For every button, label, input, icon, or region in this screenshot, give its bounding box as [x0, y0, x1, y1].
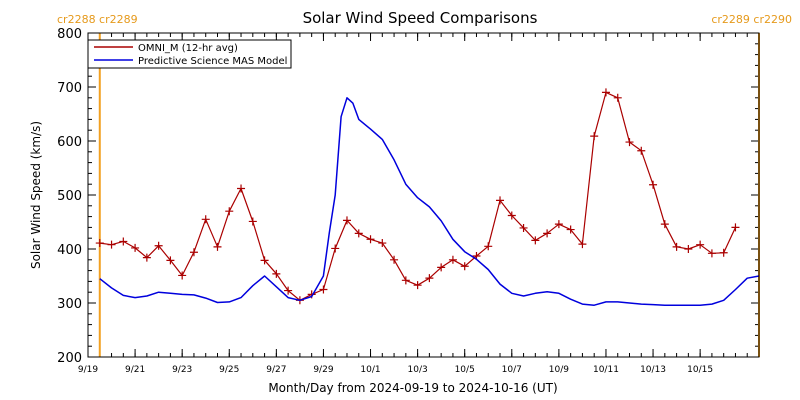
data-point-omni	[178, 271, 187, 280]
data-point-omni	[684, 245, 693, 253]
y-tick-label: 800	[57, 27, 82, 42]
data-point-omni	[107, 240, 116, 249]
data-point-omni	[213, 242, 222, 251]
chart-title: Solar Wind Speed Comparisons	[303, 9, 538, 27]
data-point-omni	[460, 262, 469, 271]
data-point-omni	[625, 138, 634, 147]
x-tick-label: 10/15	[687, 365, 713, 375]
data-point-omni	[531, 236, 540, 245]
data-point-omni	[237, 184, 246, 193]
y-tick-label: 500	[57, 189, 82, 204]
x-tick-label: 10/5	[455, 365, 475, 375]
data-point-omni	[601, 88, 610, 97]
x-tick-label: 9/21	[125, 365, 145, 375]
data-point-omni	[119, 237, 128, 246]
data-point-omni	[696, 240, 705, 249]
x-tick-label: 9/27	[266, 365, 286, 375]
data-point-omni	[448, 255, 457, 264]
x-tick-label: 9/25	[219, 365, 239, 375]
data-point-omni	[284, 286, 293, 295]
data-point-omni	[354, 229, 363, 238]
data-point-omni	[543, 229, 552, 238]
data-point-omni	[154, 241, 163, 250]
data-point-omni	[484, 242, 493, 251]
series-layer	[95, 88, 760, 306]
x-tick-label: 10/11	[593, 365, 619, 375]
data-point-omni	[649, 180, 658, 189]
data-point-omni	[272, 269, 281, 278]
y-tick-label: 700	[57, 81, 82, 96]
y-tick-label: 400	[57, 243, 82, 258]
data-point-omni	[519, 223, 528, 232]
y-axis-label: Solar Wind Speed (km/s)	[29, 121, 43, 269]
series-line-model	[99, 97, 760, 306]
data-point-omni	[319, 285, 328, 294]
data-point-omni	[707, 249, 716, 258]
x-tick-label: 10/9	[549, 365, 569, 375]
axis-ticks: 200 300 400 500 600 700 800 9/19 9/21 9/23 9/25 9/2…	[57, 27, 760, 375]
data-point-omni	[554, 220, 563, 229]
x-tick-label: 10/7	[502, 365, 522, 375]
x-tick-label: 9/19	[78, 365, 98, 375]
data-point-omni	[166, 256, 175, 265]
carrington-rotation-label: cr2289 cr2290	[711, 13, 792, 26]
x-tick-label: 10/3	[408, 365, 428, 375]
data-point-omni	[566, 225, 575, 234]
data-point-omni	[660, 220, 669, 229]
data-point-omni	[731, 223, 740, 232]
data-point-omni	[378, 239, 387, 248]
data-point-omni	[590, 132, 599, 141]
legend-label-model: Predictive Science MAS Model	[138, 56, 287, 67]
y-tick-label: 600	[57, 135, 82, 150]
y-tick-label: 300	[57, 297, 82, 312]
legend-label-omni: OMNI_M (12-hr avg)	[138, 43, 238, 54]
plot-frame	[87, 32, 760, 358]
data-point-omni	[672, 242, 681, 251]
data-point-omni	[260, 256, 269, 265]
x-axis-label: Month/Day from 2024-09-19 to 2024-10-16 …	[268, 381, 557, 395]
data-point-omni	[248, 217, 257, 226]
data-point-omni	[578, 240, 587, 249]
data-point-omni	[189, 248, 198, 257]
data-point-omni	[425, 274, 434, 283]
x-tick-label: 9/23	[172, 365, 192, 375]
data-point-omni	[390, 255, 399, 264]
data-point-omni	[637, 146, 646, 155]
data-point-omni	[95, 239, 104, 248]
x-tick-label: 10/1	[360, 365, 380, 375]
data-point-omni	[331, 244, 340, 253]
legend: OMNI_M (12-hr avg) Predictive Science MA…	[87, 39, 292, 69]
carrington-rotation-label: cr2288 cr2289	[57, 13, 138, 26]
data-point-omni	[613, 93, 622, 102]
data-point-omni	[507, 211, 516, 220]
data-point-omni	[225, 207, 234, 216]
data-point-omni	[142, 253, 151, 262]
data-point-omni	[366, 235, 375, 244]
x-tick-label: 10/13	[640, 365, 666, 375]
y-tick-label: 200	[57, 351, 82, 366]
x-tick-label: 9/29	[313, 365, 333, 375]
data-point-omni	[719, 248, 728, 257]
data-point-omni	[437, 263, 446, 272]
data-point-omni	[201, 215, 210, 224]
data-point-omni	[131, 243, 140, 252]
legend-box	[87, 39, 292, 69]
data-point-omni	[496, 196, 505, 205]
data-point-omni	[342, 216, 351, 225]
data-point-omni	[401, 276, 410, 285]
data-point-omni	[413, 281, 422, 290]
